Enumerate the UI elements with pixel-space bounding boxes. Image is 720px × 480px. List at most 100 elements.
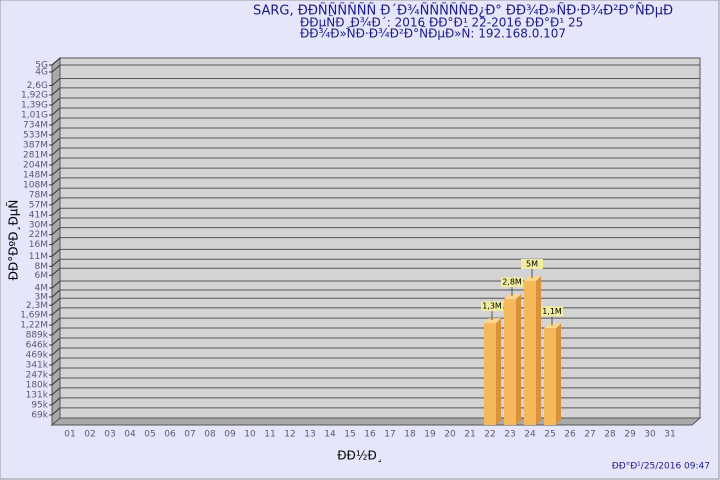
y-tick-label: 1,69M	[20, 310, 48, 320]
x-tick-label: 29	[624, 430, 636, 440]
x-tick-label: 05	[144, 430, 155, 440]
y-tick-label: 1,39G	[21, 101, 48, 111]
grid-line	[51, 407, 61, 416]
y-axis-label: ĐĐ°ĐºĐ¸ĐµÑ	[6, 200, 21, 281]
x-axis-label: ĐĐ½Đ¸	[337, 449, 383, 463]
bar	[484, 323, 496, 425]
x-tick-label: 09	[224, 430, 236, 440]
y-tick-label: 1,01G	[21, 111, 48, 121]
y-tick-label: 734M	[23, 120, 48, 130]
x-tick-label: 30	[644, 430, 656, 440]
y-tick-label: 95k	[31, 400, 48, 410]
x-tick-label: 04	[124, 430, 136, 440]
x-tick-label: 12	[284, 430, 295, 440]
bar	[504, 299, 516, 425]
x-tick-label: 22	[484, 430, 495, 440]
grid-line	[51, 97, 61, 106]
grid-line	[51, 217, 61, 226]
bar-top	[484, 318, 501, 324]
x-tick-label: 16	[364, 430, 376, 440]
bar-side	[496, 318, 501, 425]
y-tick-label: 11M	[29, 252, 48, 262]
y-tick-label: 78M	[29, 191, 48, 201]
grid-line	[51, 258, 61, 267]
y-tick-label: 41M	[29, 211, 48, 221]
y-tick-label: 6M	[35, 271, 49, 281]
chart-subtitle: ĐĐ¾Đ»ÑĐ·Đ¾Đ²Đ°ÑĐµĐ»Ñ: 192.168.0.107	[300, 26, 566, 41]
grid-line	[51, 147, 61, 156]
grid-line	[51, 127, 61, 136]
y-tick-label: 16M	[29, 240, 48, 250]
chart-title: SARG, ĐĐÑÑÑÑÑÑ Đ´Đ¾ÑÑÑÑÑĐ¿Đ° ĐĐ¾Đ»ÑĐ·Đ¾Đ…	[253, 3, 673, 19]
y-tick-label: 533M	[23, 131, 48, 141]
grid-line	[51, 157, 61, 166]
y-tick-label: 180k	[26, 380, 49, 390]
y-tick-label: 2,6G	[27, 81, 48, 91]
grid-line	[51, 387, 61, 396]
y-tick-label: 341k	[26, 360, 49, 370]
y-tick-label: 2,3M	[26, 301, 48, 311]
y-tick-label: 108M	[23, 180, 48, 190]
grid-line	[51, 57, 61, 66]
bar-side	[536, 276, 541, 425]
grid-line	[51, 187, 61, 196]
grid-line	[51, 327, 61, 336]
grid-line	[51, 289, 61, 298]
bar-top	[524, 276, 541, 281]
grid-line	[51, 397, 61, 406]
y-tick-label: 204M	[23, 161, 48, 171]
x-tick-label: 14	[324, 430, 336, 440]
x-tick-label: 02	[84, 430, 95, 440]
bar	[544, 328, 556, 425]
y-tick-label: 469k	[26, 351, 49, 361]
footer: ĐĐ°Đ¹/25/2016 09:47	[612, 462, 710, 472]
x-tick-label: 31	[664, 430, 675, 440]
grid-line	[51, 167, 61, 176]
grid-line	[51, 117, 61, 126]
label-box	[541, 306, 563, 317]
x-tick-label: 08	[204, 430, 216, 440]
grid-line	[51, 357, 61, 366]
grid-line	[51, 78, 61, 86]
grid-line	[51, 207, 61, 216]
grid-line	[51, 248, 61, 257]
grid-line	[51, 177, 61, 186]
y-tick-label: 4G	[35, 67, 48, 77]
grid-line	[51, 280, 61, 289]
y-tick-label: 387M	[23, 141, 48, 151]
grid-line	[51, 137, 61, 146]
y-tick-label: 5G	[35, 61, 48, 71]
x-tick-label: 19	[424, 430, 436, 440]
value-label: 2,8M	[502, 278, 522, 287]
y-tick-label: 8M	[35, 262, 49, 272]
x-tick-label: 21	[464, 430, 475, 440]
x-tick-label: 17	[384, 430, 395, 440]
label-box	[501, 277, 523, 288]
floor	[50, 417, 702, 426]
grid-line	[51, 107, 61, 116]
x-tick-label: 13	[304, 430, 315, 440]
bar-side	[556, 323, 561, 425]
grid-line	[51, 337, 61, 346]
bar-top	[504, 294, 521, 300]
grid-line	[51, 64, 61, 73]
bar-side	[516, 294, 521, 425]
bar-top	[544, 323, 561, 329]
grid-line	[51, 317, 61, 326]
y-tick-label: 131k	[26, 390, 49, 400]
x-tick-label: 23	[504, 430, 515, 440]
y-tick-label: 22M	[29, 230, 48, 240]
y-tick-label: 889k	[26, 331, 49, 341]
grid-line	[51, 307, 61, 316]
label-box	[481, 301, 503, 312]
x-tick-label: 01	[64, 430, 75, 440]
value-label: 1,3M	[482, 302, 502, 311]
x-tick-label: 24	[524, 430, 536, 440]
grid-line	[51, 297, 61, 306]
grid-line	[51, 377, 61, 386]
x-tick-label: 20	[444, 430, 456, 440]
x-tick-label: 27	[584, 430, 595, 440]
grid-line	[51, 237, 61, 246]
grid-line	[51, 367, 61, 376]
